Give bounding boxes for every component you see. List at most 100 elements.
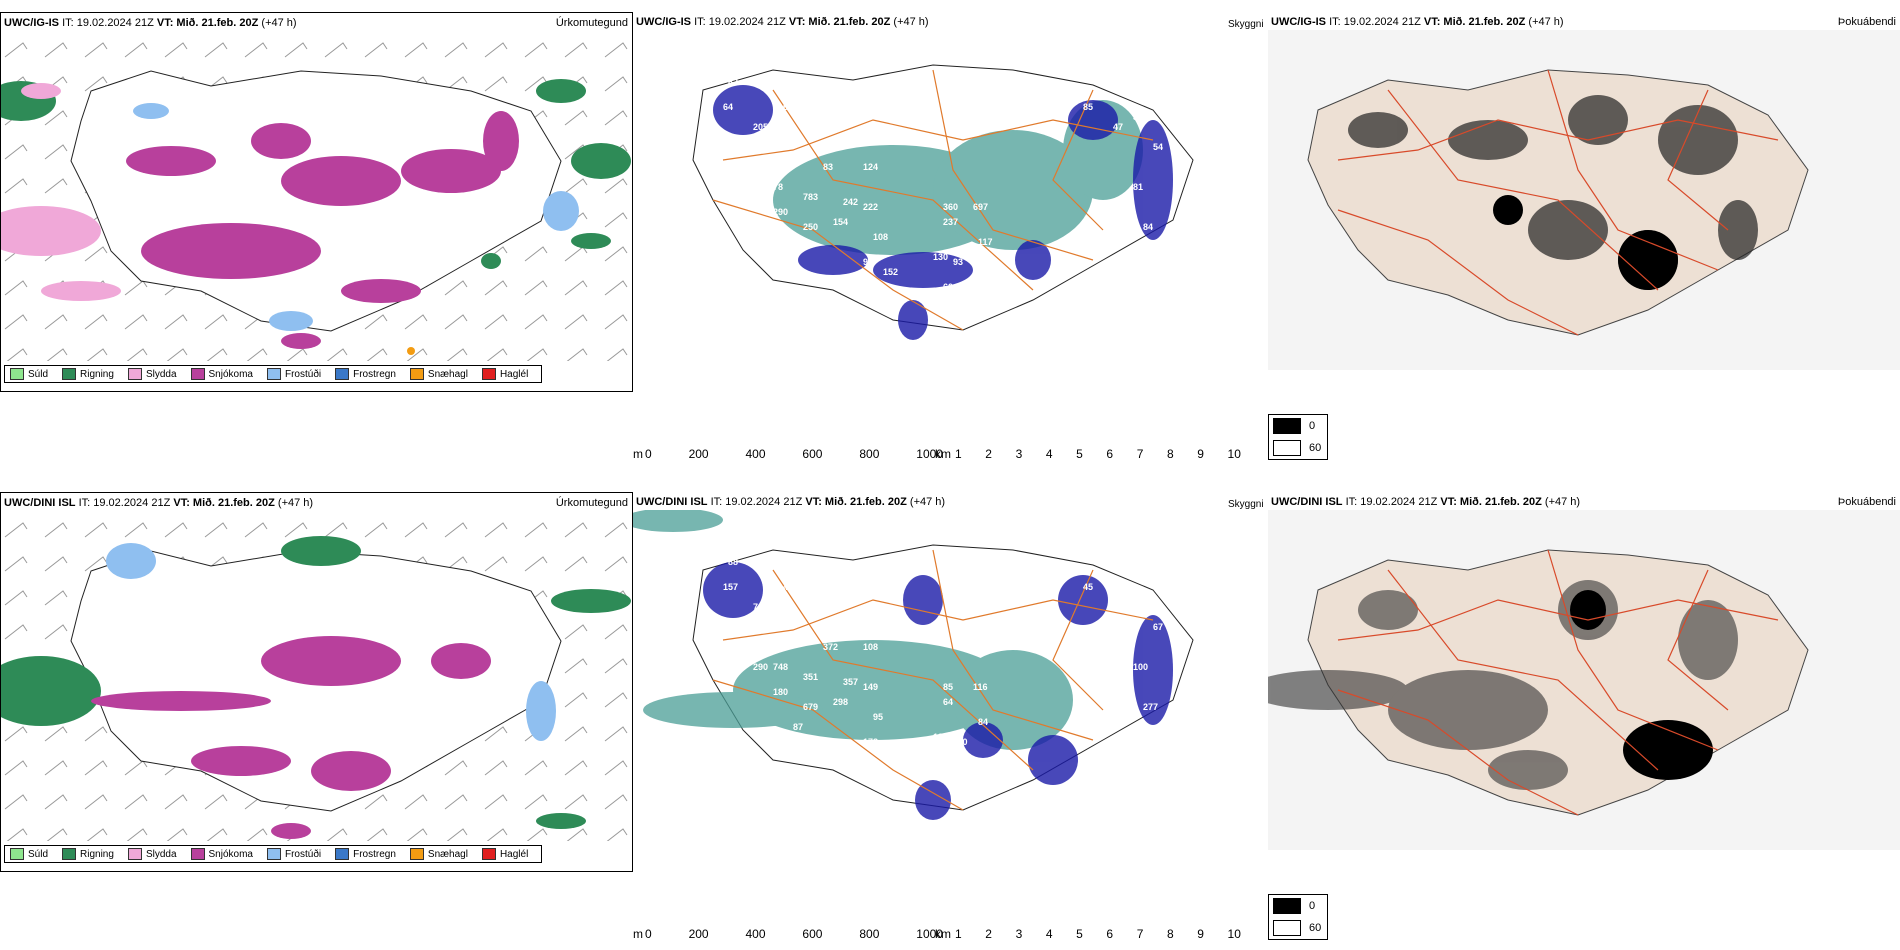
height-label: 137: [933, 732, 948, 742]
height-label: 130: [933, 252, 948, 262]
skyggni-label: Skyggni: [1228, 19, 1264, 30]
height-label: 205: [753, 122, 768, 132]
height-label: 242: [843, 197, 858, 207]
panel-header: UWC/DINI ISL IT: 19.02.2024 21Z VT: Mið.…: [1271, 496, 1581, 508]
height-label: 290: [773, 207, 788, 217]
tick-label: 400: [745, 927, 766, 941]
legend-swatch: [335, 848, 350, 860]
legend-swatch: [266, 848, 281, 860]
legend-label: Súld: [28, 368, 49, 380]
tick-label: 0: [645, 927, 652, 941]
height-label: 189: [823, 142, 838, 152]
legend-label: Snæhagl: [427, 368, 468, 380]
legend-item: Súld: [10, 848, 48, 860]
height-label: 237: [943, 217, 958, 227]
height-label: 124: [863, 162, 878, 172]
legend-swatch: [190, 848, 205, 860]
height-panel-2: UWC/DINI ISL IT: 19.02.2024 21Z VT: Mið.…: [633, 492, 1268, 872]
height-label: 68: [783, 102, 793, 112]
height-label: 54: [1153, 142, 1163, 152]
tick-label: 600: [802, 927, 823, 941]
height-label: 173: [863, 737, 878, 747]
height-label: 351: [803, 672, 818, 682]
legend-label: Frostúði: [284, 848, 322, 860]
legend-swatch: [266, 368, 281, 380]
height-label: 87: [793, 722, 803, 732]
height-label: 134: [823, 622, 838, 632]
height-label: 45: [783, 582, 793, 592]
tick-label: 5: [1076, 447, 1083, 461]
precip-title: Úrkomutegund: [555, 17, 628, 29]
height-label: 95: [1083, 762, 1093, 772]
height-label: 67: [1153, 622, 1163, 632]
height-label: 152: [883, 267, 898, 277]
height-label: 149: [863, 682, 878, 692]
legend-label: Súld: [28, 848, 49, 860]
height-label: 109: [773, 262, 788, 272]
height-label: 89: [913, 772, 923, 782]
height-label: 181: [1133, 592, 1148, 602]
legend-item: Frostregn: [335, 848, 396, 860]
legend-item: Slydda: [127, 368, 177, 380]
panel-header: UWC/IG-IS IT: 19.02.2024 21Z VT: Mið. 21…: [1271, 16, 1564, 28]
height-ticks-1: m 0 200 400 600 800 1000: [633, 447, 943, 461]
legend-label: Slydda: [145, 368, 177, 380]
panel-header: UWC/DINI ISL IT: 19.02.2024 21Z VT: Mið.…: [4, 497, 314, 509]
legend-swatch: [10, 368, 24, 380]
visibility-ticks-2: km 1 2 3 4 5 6 7 8 9 10: [935, 927, 1255, 941]
height-label: 220: [943, 762, 958, 772]
height-label: 372: [823, 642, 838, 652]
height-label: 45: [1083, 582, 1093, 592]
legend-label: Snjókoma: [208, 368, 253, 380]
legend-item: Snæhagl: [409, 368, 468, 380]
tick-label: 6: [1106, 927, 1114, 941]
tick-label: 1000: [916, 447, 943, 461]
tick-label: 800: [859, 447, 880, 461]
legend-item: Haglél: [481, 848, 528, 860]
precip-map: [1, 31, 632, 361]
fog-legend-1: 0 60: [1268, 414, 1328, 460]
legend-swatch: [62, 848, 77, 860]
precip-panel-2: UWC/DINI ISL IT: 19.02.2024 21Z VT: Mið.…: [0, 492, 633, 872]
height-label: 167: [1083, 282, 1098, 292]
height-label: 157: [723, 582, 738, 592]
tick-label: 1: [955, 927, 962, 941]
height-label: 298: [833, 697, 848, 707]
height-label: 108: [863, 642, 878, 652]
height-label: 83: [823, 162, 833, 172]
visibility-unit: km: [935, 447, 951, 461]
height-label: 697: [973, 202, 988, 212]
height-label: 69: [863, 292, 873, 302]
tick-label: 800: [859, 927, 880, 941]
height-label: 44: [753, 77, 763, 87]
tick-label: 7: [1136, 927, 1144, 941]
panel-header: UWC/DINI ISL IT: 19.02.2024 21Z VT: Mið.…: [636, 496, 946, 508]
tick-label: 400: [745, 447, 766, 461]
legend-swatch: [10, 848, 24, 860]
height-label: 59: [873, 322, 883, 332]
visibility-ticks-1: km 1 2 3 4 5 6 7 8 9 10: [935, 447, 1255, 461]
tick-label: 9: [1197, 927, 1204, 941]
height-label: 783: [803, 192, 818, 202]
height-label: 68: [1053, 572, 1063, 582]
height-label: 78: [773, 182, 783, 192]
height-unit: m: [633, 447, 643, 461]
legend-swatch: [62, 368, 77, 380]
tick-label: 1: [955, 447, 962, 461]
height-label: 93: [953, 257, 963, 267]
height-label: 66: [793, 242, 803, 252]
precip-map: [1, 511, 632, 841]
fog-panel-2: UWC/DINI ISL IT: 19.02.2024 21Z VT: Mið.…: [1268, 492, 1900, 872]
fog-map: [1268, 30, 1900, 370]
height-label: 64: [943, 697, 953, 707]
snow-height-visibility-map: 88 80 45 157 70 106 748 372 290 351 357 149 180 679 29…: [633, 510, 1194, 820]
tick-label: 10: [1227, 447, 1241, 461]
legend-item: Haglél: [481, 368, 528, 380]
height-label: 398: [863, 772, 878, 782]
height-panel-1: UWC/IG-IS IT: 19.02.2024 21Z VT: Mið. 21…: [633, 12, 1268, 392]
legend-label: Rigning: [80, 368, 114, 380]
legend-swatch: [127, 848, 142, 860]
precip-legend: Súld Rigning Slydda Snjókoma Frostúði Frostre…: [4, 845, 543, 863]
height-label: 80: [753, 557, 763, 567]
tick-label: 8: [1166, 927, 1174, 941]
